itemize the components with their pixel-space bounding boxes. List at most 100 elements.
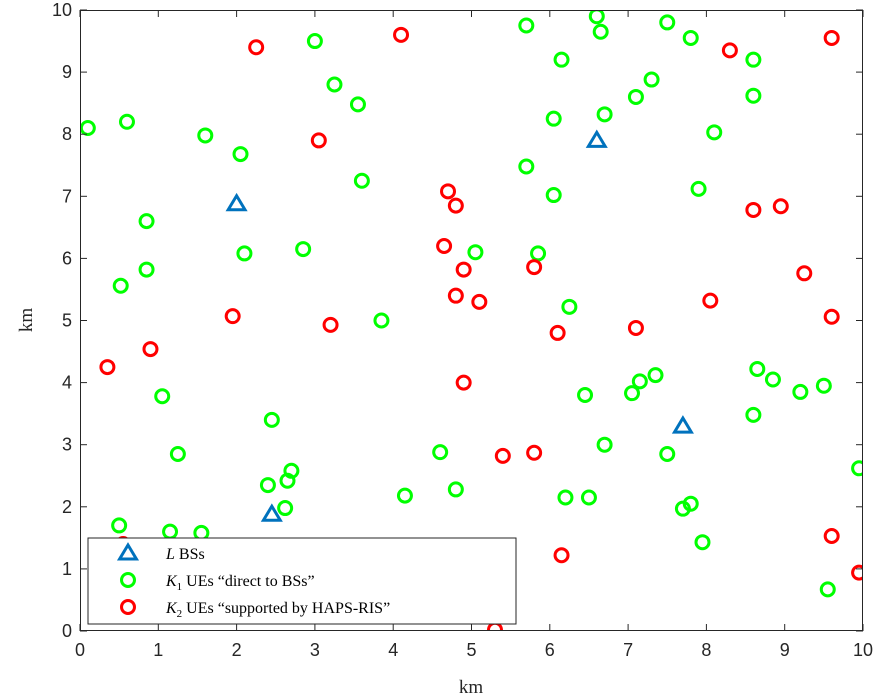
legend-subscript: 1 xyxy=(177,581,183,593)
k1-ue-marker xyxy=(745,406,762,423)
k2-ue-marker xyxy=(99,359,116,376)
k2-ue-marker xyxy=(224,308,241,325)
x-tick-label: 3 xyxy=(310,640,320,660)
k1-ue-marker xyxy=(467,244,484,261)
data-points xyxy=(80,10,863,631)
k1-ue-marker xyxy=(690,180,707,197)
x-tick-label: 7 xyxy=(623,640,633,660)
y-tick-label: 3 xyxy=(62,435,72,455)
bs-marker xyxy=(585,129,608,148)
k1-ue-marker xyxy=(577,387,594,404)
k1-ue-marker xyxy=(580,489,597,506)
k1-ue-marker xyxy=(530,245,547,262)
legend-label: UEs “direct to BSs” xyxy=(182,573,314,590)
legend-label: UEs “supported by HAPS-RIS” xyxy=(182,600,390,617)
y-tick-label: 9 xyxy=(62,62,72,82)
k1-ue-marker xyxy=(819,581,836,598)
k1-ue-marker xyxy=(596,106,613,123)
k1-ue-marker xyxy=(851,460,863,477)
k1-ue-marker xyxy=(432,444,449,461)
x-axis-label: km xyxy=(459,677,484,698)
legend-marker xyxy=(120,599,136,615)
k2-ue-marker xyxy=(823,308,840,325)
k2-ue-marker xyxy=(549,324,566,341)
k1-ue-marker xyxy=(118,113,135,130)
k2-ue-marker xyxy=(436,237,453,254)
k1-ue-marker xyxy=(624,385,641,402)
k1-ue-marker xyxy=(263,411,280,428)
k1-ue-marker xyxy=(232,146,249,163)
k1-ue-marker xyxy=(138,213,155,230)
legend-label: BSs xyxy=(175,546,205,563)
k1-ue-marker xyxy=(659,446,676,463)
k1-ue-marker xyxy=(627,88,644,105)
k2-ue-marker xyxy=(553,547,570,564)
k2-ue-marker xyxy=(142,341,159,358)
legend-symbol: L xyxy=(165,546,175,563)
k2-ue-marker xyxy=(393,26,410,43)
legend-subscript: 2 xyxy=(177,608,183,620)
k2-ue-marker xyxy=(796,265,813,282)
k1-ue-marker xyxy=(647,367,664,384)
k1-ue-marker xyxy=(447,481,464,498)
k2-ue-marker xyxy=(471,293,488,310)
k1-ue-marker xyxy=(279,472,296,489)
legend-entry: K1 UEs “direct to BSs” xyxy=(165,573,315,593)
k1-ue-marker xyxy=(659,14,676,31)
y-tick-label: 5 xyxy=(62,311,72,331)
k1-ue-marker xyxy=(111,517,128,534)
k1-ue-marker xyxy=(396,487,413,504)
k1-ue-marker xyxy=(792,383,809,400)
k1-ue-marker xyxy=(682,29,699,46)
x-axis: 0 1 2 3 4 5 6 7 8 9 10 xyxy=(75,10,873,660)
k1-ue-marker xyxy=(592,23,609,40)
y-tick-label: 4 xyxy=(62,373,72,393)
k2-ue-marker xyxy=(823,29,840,46)
legend-entry: K2 UEs “supported by HAPS-RIS” xyxy=(165,600,390,620)
k1-ue-marker xyxy=(694,534,711,551)
k2-ue-marker xyxy=(721,42,738,59)
x-tick-label: 2 xyxy=(232,640,242,660)
y-axis: 0 1 2 3 4 5 6 7 8 9 10 xyxy=(52,0,863,641)
k1-ue-marker xyxy=(745,51,762,68)
k1-ue-marker xyxy=(306,33,323,50)
k1-ue-marker xyxy=(138,261,155,278)
k1-ue-marker xyxy=(518,158,535,175)
x-tick-label: 9 xyxy=(780,640,790,660)
k2-ue-marker xyxy=(526,259,543,276)
k1-ue-marker xyxy=(353,172,370,189)
k1-ue-marker xyxy=(545,110,562,127)
y-tick-label: 2 xyxy=(62,497,72,517)
k1-ue-marker xyxy=(259,477,276,494)
k2-ue-marker xyxy=(494,447,511,464)
k1-ue-marker xyxy=(326,76,343,93)
legend-marker xyxy=(120,572,136,588)
k2-ue-marker xyxy=(526,444,543,461)
bs-marker xyxy=(260,503,283,522)
k1-ue-marker xyxy=(169,446,186,463)
k2-ue-marker xyxy=(248,39,265,56)
k1-ue-marker xyxy=(553,51,570,68)
legend-marker xyxy=(116,542,140,561)
k1-ue-marker xyxy=(561,298,578,315)
k1-ue-marker xyxy=(815,377,832,394)
k1-ue-marker xyxy=(674,500,691,517)
k1-ue-marker xyxy=(749,360,766,377)
x-tick-label: 10 xyxy=(853,640,873,660)
k1-ue-marker xyxy=(545,187,562,204)
k2-ue-marker xyxy=(322,316,339,333)
legend-entry: L BSs xyxy=(165,546,205,563)
k2-ue-marker xyxy=(823,527,840,544)
plot-area xyxy=(80,10,863,631)
x-tick-label: 8 xyxy=(701,640,711,660)
bs-marker xyxy=(225,192,248,212)
k2-ue-marker xyxy=(447,287,464,304)
x-tick-label: 0 xyxy=(75,640,85,660)
y-tick-label: 7 xyxy=(62,186,72,206)
legend-symbol: K xyxy=(165,573,178,590)
k2-ue-marker xyxy=(627,319,644,336)
k1-ue-marker xyxy=(277,500,294,517)
k1-ue-marker xyxy=(154,388,171,405)
k1-ue-marker xyxy=(596,436,613,453)
